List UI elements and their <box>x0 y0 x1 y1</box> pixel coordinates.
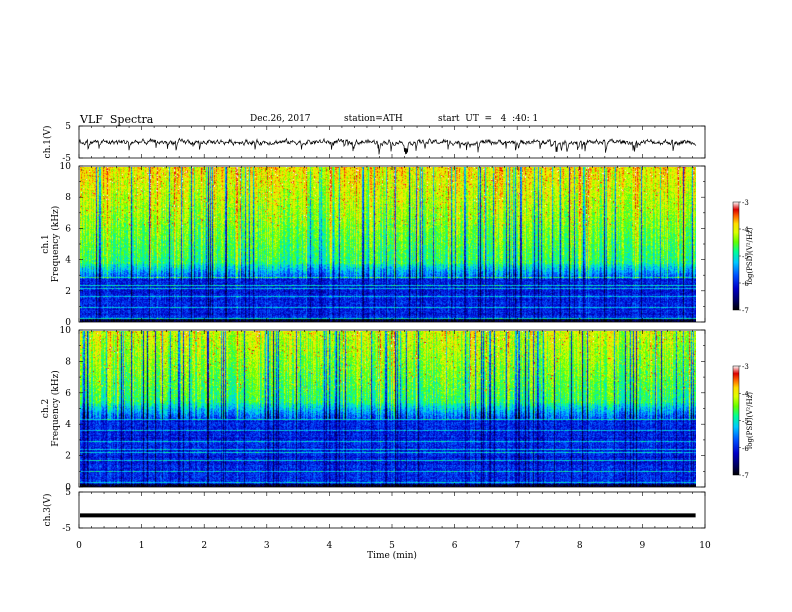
x-tick-label: 7 <box>514 541 520 551</box>
x-tick-label: 1 <box>139 541 145 551</box>
x-tick-label: 10 <box>699 541 711 551</box>
date-label: Dec.26, 2017 <box>250 114 311 124</box>
colorbar-tick-label: -3 <box>742 363 749 371</box>
y-tick-label: -5 <box>62 524 71 534</box>
y-tick-label: 8 <box>65 357 71 367</box>
colorbar-ch.2 <box>732 365 740 476</box>
x-axis-label: Time (min) <box>367 550 417 561</box>
channel-label: ch.1 <box>41 234 51 253</box>
x-tick-label: 3 <box>264 541 270 551</box>
colorbar-tick-label: -6 <box>742 280 749 288</box>
y-tick-label: 5 <box>65 488 71 498</box>
y-axis-label: ch.3(V) <box>42 494 53 527</box>
y-axis-label: ch.1(V) <box>42 126 53 159</box>
y-tick-label: 4 <box>65 256 71 266</box>
y-tick-label: 0 <box>65 483 71 493</box>
ch1-spectrogram-image <box>80 167 696 322</box>
ch2-spectrogram-image <box>80 331 696 487</box>
colorbar-ch.1 <box>732 201 740 311</box>
colorbar-tick-label: -5 <box>742 253 749 261</box>
colorbar-label: log(PSD)(V²/Hz) <box>746 392 754 449</box>
y-axis-label: Frequency (kHz) <box>50 206 61 283</box>
colorbar-tick-label: -5 <box>742 418 749 426</box>
y-tick-label: 10 <box>60 326 72 336</box>
start-time-label: start UT = 4 :40: 1 <box>438 114 539 124</box>
colorbar-tick-label: -4 <box>742 390 749 398</box>
panel-frame-4 <box>78 491 706 529</box>
panel-frame-1 <box>78 125 706 159</box>
colorbar-tick-label: -7 <box>742 307 749 315</box>
x-tick-label: 0 <box>76 541 82 551</box>
figure-title: VLF Spectra <box>80 113 154 126</box>
y-tick-label: 6 <box>65 389 71 399</box>
colorbar-tick-label: -6 <box>742 445 749 453</box>
colorbar-label: log(PSD)(V²/Hz) <box>746 227 754 284</box>
y-tick-label: 5 <box>65 122 71 132</box>
y-tick-label: -5 <box>62 154 71 164</box>
x-tick-label: 2 <box>201 541 207 551</box>
y-tick-label: 2 <box>65 452 71 462</box>
colorbar-tick-label: -4 <box>742 226 749 234</box>
x-tick-label: 9 <box>640 541 646 551</box>
channel-label: ch.2 <box>41 399 51 418</box>
y-tick-label: 0 <box>65 318 71 328</box>
y-axis-label: Frequency (kHz) <box>50 370 61 447</box>
y-tick-label: 10 <box>60 162 72 172</box>
y-tick-label: 6 <box>65 224 71 234</box>
y-tick-label: 4 <box>65 420 71 430</box>
ch1-waveform-trace <box>78 137 697 155</box>
x-tick-label: 5 <box>389 541 395 551</box>
x-tick-label: 4 <box>327 541 333 551</box>
y-tick-label: 8 <box>65 193 71 203</box>
station-label: station=ATH <box>344 114 403 124</box>
x-tick-label: 8 <box>577 541 583 551</box>
y-tick-label: 2 <box>65 287 71 297</box>
colorbar-tick-label: -7 <box>742 472 749 480</box>
colorbar-tick-label: -3 <box>742 199 749 207</box>
x-tick-label: 6 <box>452 541 458 551</box>
